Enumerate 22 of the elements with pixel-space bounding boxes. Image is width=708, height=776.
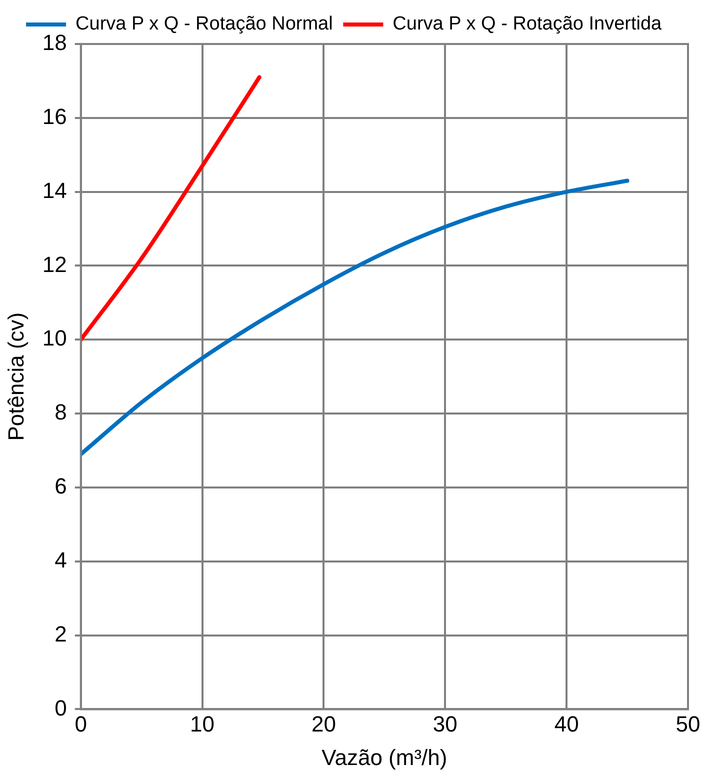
x-tick-label: 50	[676, 711, 700, 736]
y-tick-label: 4	[54, 547, 67, 572]
y-tick-label: 14	[42, 178, 67, 203]
x-tick-label: 10	[190, 711, 215, 736]
y-axis-title: Potência (cv)	[3, 312, 28, 441]
x-tick-label: 20	[311, 711, 336, 736]
y-tick-label: 18	[42, 30, 67, 56]
legend-label: Curva P x Q - Rotação Invertida	[392, 14, 662, 35]
line-series	[80, 75, 262, 342]
y-tick-label: 12	[42, 252, 67, 277]
legend-label: Curva P x Q - Rotação Normal	[76, 14, 333, 35]
y-tick-label: 0	[54, 695, 67, 720]
y-tick-label: 8	[54, 400, 67, 425]
y-tick-label: 2	[54, 621, 67, 646]
y-tick-label: 10	[42, 326, 67, 351]
y-tick-label: 6	[54, 474, 67, 499]
line-series	[80, 178, 630, 456]
y-tick-label: 16	[42, 104, 67, 129]
x-tick-label: 30	[432, 711, 458, 736]
x-tick-label: 40	[554, 711, 579, 736]
x-tick-label: 0	[74, 711, 87, 736]
x-axis-title: Vazão (m³/h)	[322, 744, 448, 770]
